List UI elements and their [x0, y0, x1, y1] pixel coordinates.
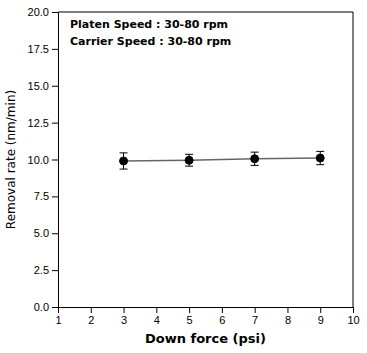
tick-mark [124, 307, 125, 313]
tick: 12.5 [28, 117, 58, 129]
marker [251, 155, 259, 163]
annotation-line: Carrier Speed : 30-80 rpm [70, 35, 231, 48]
tick-label: 6 [219, 314, 225, 326]
tick-label: 2.5 [34, 264, 49, 276]
tick-mark [320, 307, 321, 313]
frame [58, 12, 353, 13]
tick: 10 [347, 307, 359, 326]
tick: 2 [88, 307, 94, 326]
tick-label: 5.0 [34, 227, 49, 239]
tick-label: 7.5 [34, 190, 49, 202]
tick-label: 15.0 [28, 80, 49, 92]
x-axis-title: Down force (psi) [145, 331, 266, 346]
tick-label: 10.0 [28, 154, 49, 166]
tick-mark [287, 307, 288, 313]
tick-mark [52, 12, 58, 13]
tick: 2.5 [34, 264, 58, 276]
y-axis: 0.0 2.5 5.0 7.5 10.0 12.5 15.0 17.5 20.0 [28, 6, 59, 313]
axis-line [52, 13, 59, 308]
tick: 0.0 [34, 301, 58, 313]
tick-label: 12.5 [28, 117, 49, 129]
tick-label: 17.5 [28, 43, 49, 55]
tick-mark [52, 307, 58, 308]
tick-label: 0.0 [34, 301, 49, 313]
tick-mark [52, 123, 58, 124]
tick-mark [52, 86, 58, 87]
annotation: Platen Speed : 30-80 rpm Carrier Speed : … [70, 18, 231, 48]
tick-label: 1 [55, 314, 61, 326]
frame [353, 12, 354, 307]
tick-mark [52, 270, 58, 271]
tick-mark [222, 307, 223, 313]
axis-line [59, 308, 354, 314]
chart: 1 2 3 4 5 6 7 8 9 10 0.0 2.5 5.0 7.5 10.0 12.5 15.0 17.5 2… [0, 0, 367, 353]
tick: 7.5 [34, 190, 58, 202]
tick: 10.0 [28, 154, 58, 166]
tick-label: 10 [347, 314, 359, 326]
tick: 6 [219, 307, 225, 326]
tick-mark [156, 307, 157, 313]
marks [120, 151, 325, 169]
tick-mark [52, 233, 58, 234]
tick: 5 [187, 307, 193, 326]
tick-mark [255, 307, 256, 313]
tick: 8 [285, 307, 291, 326]
line [124, 158, 321, 161]
tick: 5.0 [34, 227, 58, 239]
annotation-line: Platen Speed : 30-80 rpm [70, 18, 228, 31]
tick: 3 [121, 307, 127, 326]
tick-label: 4 [154, 314, 160, 326]
tick-label: 3 [121, 314, 127, 326]
tick-label: 5 [187, 314, 193, 326]
x-axis: 1 2 3 4 5 6 7 8 9 10 [55, 307, 359, 326]
tick-label: 8 [285, 314, 291, 326]
tick-label: 7 [252, 314, 258, 326]
tick-label: 2 [88, 314, 94, 326]
tick-mark [91, 307, 92, 313]
error-bar [185, 154, 193, 166]
marker [120, 157, 128, 165]
tick: 17.5 [28, 43, 58, 55]
tick-mark [189, 307, 190, 313]
tick: 1 [55, 307, 61, 326]
tick: 20.0 [28, 6, 58, 18]
tick-label: 20.0 [28, 6, 49, 18]
error-bar [251, 152, 259, 165]
error-bar [120, 153, 128, 169]
tick: 15.0 [28, 80, 58, 92]
tick: 7 [252, 307, 258, 326]
tick-mark [52, 196, 58, 197]
plot: 1 2 3 4 5 6 7 8 9 10 0.0 2.5 5.0 7.5 10.0 12.5 15.0 17.5 2… [28, 6, 360, 326]
tick-mark [52, 49, 58, 50]
marker [316, 154, 324, 162]
y-axis-title: Removal rate (nm/min) [4, 90, 18, 229]
tick: 4 [154, 307, 160, 326]
tick: 9 [318, 307, 324, 326]
marker [185, 156, 193, 164]
tick-mark [353, 307, 354, 313]
tick-label: 9 [318, 314, 324, 326]
tick-mark [52, 160, 58, 161]
error-bar [316, 151, 324, 164]
